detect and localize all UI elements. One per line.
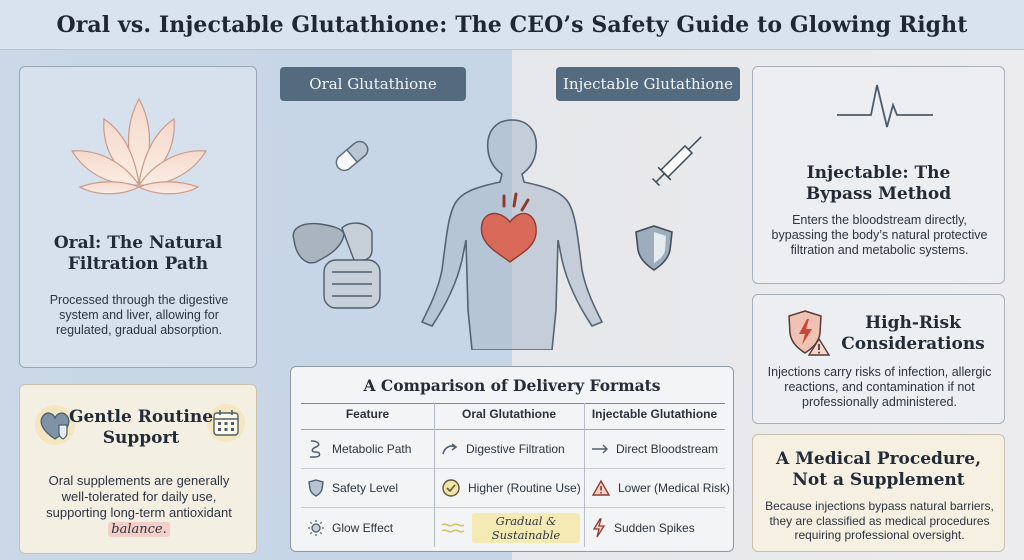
header-oral: Oral Glutathione: [461, 407, 556, 421]
routine-heading-line1: Gentle Routine: [68, 407, 214, 427]
oral-heading-line2: Filtration Path: [67, 254, 209, 274]
warning-triangle-icon: [591, 479, 611, 496]
feature-cell: Metabolic Path: [332, 442, 412, 456]
oral-cell: Digestive Filtration: [441, 433, 565, 465]
injectable-cell: Sudden Spikes: [591, 511, 695, 545]
routine-emphasis: balance.: [108, 522, 170, 537]
table-row-safety: Safety Level: [307, 472, 398, 504]
heart-icon: [480, 192, 537, 263]
oral-cell-text: Higher (Routine Use): [468, 481, 581, 495]
injectable-cell-text: Sudden Spikes: [614, 521, 695, 535]
calendar-icon: [207, 404, 245, 442]
shield-icon: [635, 225, 673, 271]
risk-heading-line1: High-Risk: [865, 313, 961, 333]
header-feature: Feature: [345, 407, 390, 421]
injectable-label: Injectable Glutathione: [556, 67, 740, 101]
lightning-icon: [592, 518, 606, 538]
medical-text: Because injections bypass natural barrie…: [765, 499, 994, 542]
liver-icon: [292, 222, 345, 264]
table-row-metabolic: Metabolic Path: [307, 433, 411, 465]
feature-cell: Glow Effect: [332, 521, 394, 535]
heart-shield-icon: [35, 405, 75, 445]
oral-cell-text: Gradual & Sustainable: [472, 513, 580, 543]
routine-text-block: Oral supplements are generally well-tole…: [36, 473, 242, 538]
syringe-icon: [651, 136, 702, 187]
oral-label: Oral Glutathione: [280, 67, 466, 101]
intestine-icon: [323, 222, 381, 309]
comparison-table: A Comparison of Delivery Formats Feature…: [290, 366, 734, 552]
feature-cell: Safety Level: [332, 481, 399, 495]
warning-shield-icon: [788, 310, 831, 356]
bypass-text: Enters the bloodstream directly, bypassi…: [771, 213, 988, 257]
medical-heading-line2: Not a Supplement: [792, 470, 965, 490]
curved-arrow-icon: [442, 443, 458, 455]
oral-cell: Higher (Routine Use): [441, 472, 581, 504]
routine-text: Oral supplements are generally well-tole…: [46, 473, 232, 520]
shield-icon: [308, 479, 324, 497]
body-illustration: [292, 119, 702, 350]
wave-icon: [441, 523, 465, 533]
bypass-heading-line2: Bypass Method: [805, 184, 952, 204]
header-injectable: Injectable Glutathione: [591, 407, 718, 421]
lotus-icon: [70, 97, 208, 195]
table-row-glow: Glow Effect: [307, 511, 393, 545]
injectable-cell: Direct Bloodstream: [591, 433, 718, 465]
medical-card: A Medical Procedure, Not a Supplement Be…: [752, 434, 1005, 552]
oral-text: Processed through the digestive system a…: [49, 293, 229, 337]
arrow-right-icon: [592, 444, 608, 454]
sun-icon: [308, 520, 324, 536]
page-title: Oral vs. Injectable Glutathione: The CEO…: [56, 11, 968, 38]
capsule-icon: [335, 140, 369, 172]
risk-text: Injections carry risks of infection, all…: [767, 365, 992, 409]
bypass-heading-line1: Injectable: The: [806, 163, 951, 183]
oral-card: Oral: The Natural Filtration Path Proces…: [19, 66, 257, 368]
oral-cell: Gradual & Sustainable: [441, 511, 580, 545]
bypass-card: Injectable: The Bypass Method Enters the…: [752, 66, 1005, 284]
risk-heading-line2: Considerations: [841, 334, 985, 354]
oral-heading-line1: Oral: The Natural: [53, 233, 223, 253]
injectable-cell-text: Direct Bloodstream: [616, 442, 719, 456]
comparison-title: A Comparison of Delivery Formats: [363, 376, 661, 395]
injectable-cell-text: Lower (Medical Risk): [618, 481, 731, 495]
routine-heading-line2: Support: [102, 428, 180, 448]
oral-cell-text: Digestive Filtration: [466, 442, 565, 456]
medical-heading-line1: A Medical Procedure,: [775, 449, 981, 469]
intestine-icon: [310, 440, 321, 458]
title-bar: Oral vs. Injectable Glutathione: The CEO…: [0, 0, 1024, 50]
check-circle-icon: [442, 479, 460, 497]
routine-card: Gentle Routine Support Oral supplements …: [19, 384, 257, 554]
risk-card: High-Risk Considerations Injections carr…: [752, 294, 1005, 424]
heartbeat-icon: [837, 84, 933, 128]
injectable-cell: Lower (Medical Risk): [591, 472, 730, 504]
